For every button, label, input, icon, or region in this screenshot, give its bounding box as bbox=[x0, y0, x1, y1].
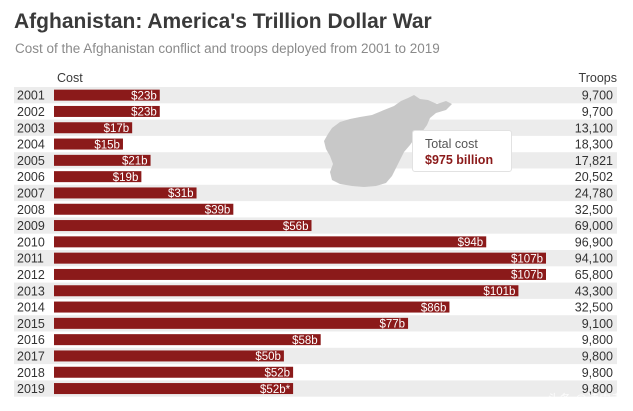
cost-value-label: $107b bbox=[511, 253, 543, 265]
cost-bar bbox=[54, 301, 450, 313]
troops-value: 9,800 bbox=[582, 349, 613, 363]
row-stripe bbox=[14, 87, 617, 104]
cost-bar bbox=[54, 220, 312, 232]
troops-value: 94,100 bbox=[575, 252, 613, 266]
year-label: 2012 bbox=[17, 268, 45, 282]
cost-value-label: $23b bbox=[131, 90, 157, 102]
cost-column-header: Cost bbox=[57, 71, 83, 85]
cost-value-label: $94b bbox=[458, 237, 484, 249]
cost-bar bbox=[54, 268, 546, 280]
cost-bar bbox=[54, 383, 294, 395]
cost-bar bbox=[54, 366, 294, 378]
troops-value: 32,500 bbox=[575, 301, 613, 315]
cost-bar bbox=[54, 187, 197, 199]
troops-value: 18,300 bbox=[575, 138, 613, 152]
cost-value-label: $77b bbox=[379, 319, 405, 331]
watermark: 头条 @读史者 bbox=[547, 392, 623, 406]
cost-bar bbox=[54, 105, 160, 117]
cost-value-label: $56b bbox=[283, 221, 309, 233]
troops-value: 9,800 bbox=[582, 366, 613, 380]
cost-bar bbox=[54, 317, 409, 329]
year-label: 2005 bbox=[17, 154, 45, 168]
cost-bar bbox=[54, 334, 321, 346]
year-label: 2001 bbox=[17, 89, 45, 103]
year-label: 2008 bbox=[17, 203, 45, 217]
troops-value: 69,000 bbox=[575, 219, 613, 233]
year-label: 2010 bbox=[17, 235, 45, 249]
cost-bar bbox=[54, 138, 123, 150]
cost-bar bbox=[54, 236, 487, 248]
cost-bar bbox=[54, 171, 142, 183]
troops-value: 9,800 bbox=[582, 333, 613, 347]
afghanistan-map-icon bbox=[324, 95, 452, 187]
chart-subtitle: Cost of the Afghanistan conflict and tro… bbox=[15, 41, 440, 56]
cost-value-label: $19b bbox=[113, 172, 139, 184]
year-label: 2006 bbox=[17, 170, 45, 184]
year-label: 2003 bbox=[17, 121, 45, 135]
year-label: 2018 bbox=[17, 366, 45, 380]
cost-bar bbox=[54, 285, 519, 297]
troops-value: 9,700 bbox=[582, 105, 613, 119]
bars: 2001 $23b 9,700 2002 $23b 9,700 2003 $17b 13,100… bbox=[17, 89, 613, 396]
cost-value-label: $21b bbox=[122, 156, 148, 168]
year-label: 2009 bbox=[17, 219, 45, 233]
year-label: 2002 bbox=[17, 105, 45, 119]
troops-value: 9,700 bbox=[582, 89, 613, 103]
cost-value-label: $52b* bbox=[260, 384, 291, 396]
troops-value: 96,900 bbox=[575, 235, 613, 249]
year-label: 2007 bbox=[17, 186, 45, 200]
year-label: 2017 bbox=[17, 349, 45, 363]
total-cost-callout: Total cost $975 billion bbox=[412, 130, 512, 172]
total-cost-label: Total cost bbox=[425, 137, 478, 151]
cost-bar bbox=[54, 203, 234, 215]
total-cost-value: $975 billion bbox=[425, 153, 494, 167]
cost-value-label: $52b bbox=[265, 367, 291, 379]
cost-value-label: $39b bbox=[205, 204, 231, 216]
cost-value-label: $86b bbox=[421, 302, 447, 314]
troops-value: 9,100 bbox=[582, 317, 613, 331]
troops-value: 20,502 bbox=[575, 170, 613, 184]
troops-value: 65,800 bbox=[575, 268, 613, 282]
chart-title: Afghanistan: America's Trillion Dollar W… bbox=[14, 10, 432, 33]
troops-value: 32,500 bbox=[575, 203, 613, 217]
cost-bar bbox=[54, 252, 546, 264]
year-label: 2016 bbox=[17, 333, 45, 347]
cost-value-label: $101b bbox=[483, 286, 515, 298]
cost-bar bbox=[54, 350, 284, 362]
year-label: 2019 bbox=[17, 382, 45, 396]
cost-value-label: $107b bbox=[511, 270, 543, 282]
year-label: 2014 bbox=[17, 301, 45, 315]
cost-value-label: $15b bbox=[94, 139, 120, 151]
cost-bar bbox=[54, 122, 133, 134]
cost-bar bbox=[54, 89, 160, 101]
year-label: 2015 bbox=[17, 317, 45, 331]
troops-value: 17,821 bbox=[575, 154, 613, 168]
cost-bar bbox=[54, 154, 151, 166]
troops-value: 9,800 bbox=[582, 382, 613, 396]
troops-value: 24,780 bbox=[575, 186, 613, 200]
year-label: 2004 bbox=[17, 138, 45, 152]
year-label: 2011 bbox=[17, 252, 44, 266]
cost-value-label: $23b bbox=[131, 107, 157, 119]
troops-value: 13,100 bbox=[575, 121, 613, 135]
troops-column-header: Troops bbox=[578, 71, 617, 85]
year-label: 2013 bbox=[17, 284, 45, 298]
cost-value-label: $50b bbox=[255, 351, 281, 363]
cost-value-label: $17b bbox=[104, 123, 130, 135]
troops-value: 43,300 bbox=[575, 284, 613, 298]
cost-value-label: $31b bbox=[168, 188, 194, 200]
cost-value-label: $58b bbox=[292, 335, 318, 347]
